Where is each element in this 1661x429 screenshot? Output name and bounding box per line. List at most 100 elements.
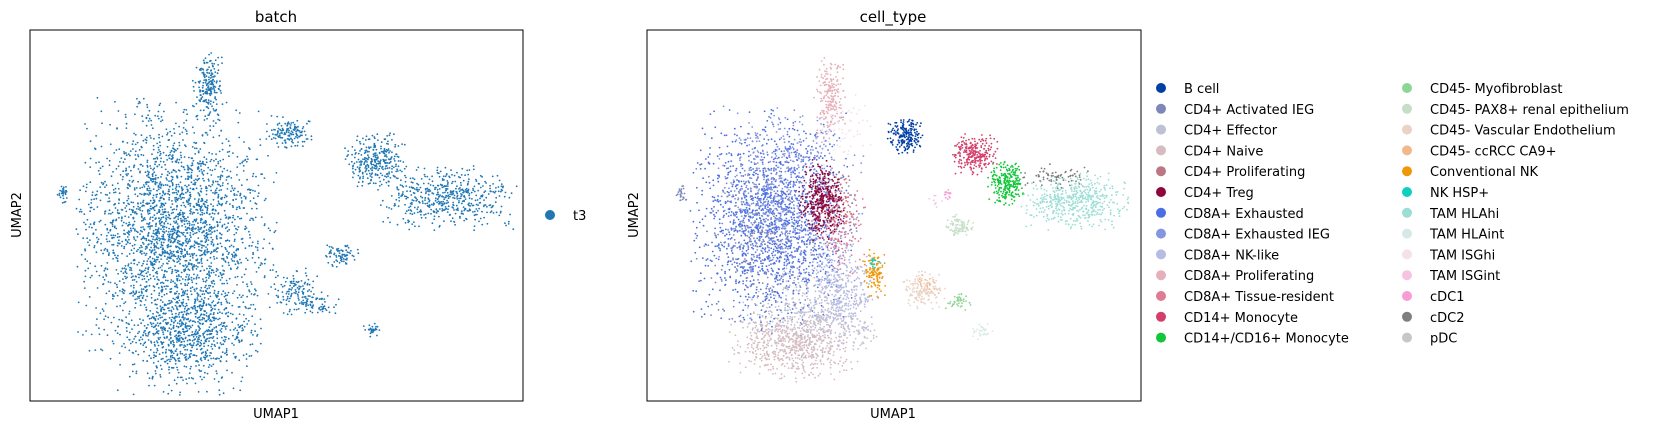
scatter-point [197, 80, 200, 83]
scatter-point [137, 102, 140, 105]
scatter-point [219, 360, 222, 362]
scatter-point [211, 238, 214, 241]
scatter-point [120, 270, 123, 273]
scatter-point [194, 142, 197, 145]
scatter-point [216, 372, 218, 375]
scatter-point [112, 342, 115, 345]
scatter-point [209, 185, 212, 188]
scatter-point [93, 198, 95, 201]
scatter-point [365, 146, 368, 149]
scatter-point [150, 262, 152, 264]
scatter-point [197, 226, 200, 228]
scatter-point [362, 137, 364, 140]
scatter-point [804, 254, 807, 256]
scatter-point [205, 246, 207, 249]
scatter-point [210, 189, 213, 192]
scatter-point [367, 164, 370, 167]
scatter-point [208, 284, 210, 287]
scatter-point [112, 295, 114, 297]
scatter-point [200, 257, 203, 260]
scatter-point [216, 80, 218, 83]
scatter-point [326, 244, 329, 247]
scatter-point [333, 252, 336, 255]
scatter-point [298, 288, 300, 291]
scatter-point [172, 148, 175, 150]
scatter-point [159, 181, 162, 184]
scatter-point [161, 269, 163, 271]
scatter-point [400, 179, 402, 182]
scatter-point [206, 82, 209, 85]
scatter-point [100, 233, 103, 236]
scatter-point [187, 298, 190, 301]
scatter-point [172, 341, 175, 344]
scatter-point [200, 352, 203, 354]
scatter-point [205, 276, 208, 279]
scatter-point [154, 114, 157, 117]
scatter-point [186, 242, 189, 245]
scatter-point [191, 126, 194, 129]
scatter-point [202, 299, 205, 302]
scatter-point [444, 166, 447, 169]
scatter-point [216, 229, 219, 232]
scatter-point [172, 343, 175, 346]
scatter-point [147, 211, 149, 213]
scatter-point [201, 198, 204, 201]
scatter-point [188, 220, 190, 223]
scatter-point [316, 311, 319, 314]
scatter-point [152, 236, 155, 238]
scatter-point [156, 232, 158, 235]
scatter-point [161, 295, 163, 298]
scatter-point [481, 195, 484, 198]
scatter-point [222, 158, 225, 161]
scatter-point [305, 305, 307, 308]
scatter-point [766, 283, 769, 285]
scatter-point [179, 133, 181, 136]
scatter-point [268, 135, 271, 138]
scatter-point [293, 292, 296, 294]
scatter-point [474, 199, 477, 202]
scatter-point [220, 245, 223, 248]
scatter-point [288, 310, 291, 313]
scatter-point [150, 251, 153, 254]
scatter-point [200, 339, 203, 342]
scatter-point [121, 320, 124, 322]
scatter-point [492, 183, 494, 185]
scatter-point [361, 184, 364, 187]
scatter-point [141, 210, 144, 212]
scatter-point [257, 240, 259, 243]
scatter-point [479, 186, 482, 189]
scatter-point [417, 206, 419, 209]
scatter-point [252, 334, 254, 336]
scatter-point [183, 340, 186, 343]
scatter-point [413, 212, 416, 215]
scatter-point [146, 202, 149, 205]
scatter-point [150, 301, 153, 304]
scatter-point [371, 176, 373, 179]
scatter-point [180, 186, 183, 189]
scatter-point [187, 166, 190, 169]
scatter-point [307, 278, 310, 281]
scatter-point [175, 149, 177, 152]
scatter-point [468, 178, 470, 181]
scatter-point [171, 200, 173, 202]
scatter-point [301, 140, 304, 143]
scatter-point [93, 208, 95, 211]
scatter-point [179, 196, 182, 198]
scatter-point [172, 321, 175, 324]
scatter-point [147, 266, 150, 269]
scatter-point [184, 330, 187, 333]
scatter-point [192, 344, 195, 347]
scatter-point [255, 175, 257, 178]
scatter-point [211, 88, 214, 90]
scatter-point [157, 318, 160, 320]
scatter-point [215, 91, 218, 94]
scatter-point [146, 170, 149, 173]
scatter-point [182, 166, 185, 168]
scatter-point [270, 286, 272, 288]
scatter-point [108, 209, 111, 212]
scatter-point [202, 84, 204, 87]
scatter-point [183, 168, 186, 171]
scatter-point [123, 302, 125, 305]
scatter-point [210, 233, 212, 235]
scatter-point [214, 189, 217, 192]
